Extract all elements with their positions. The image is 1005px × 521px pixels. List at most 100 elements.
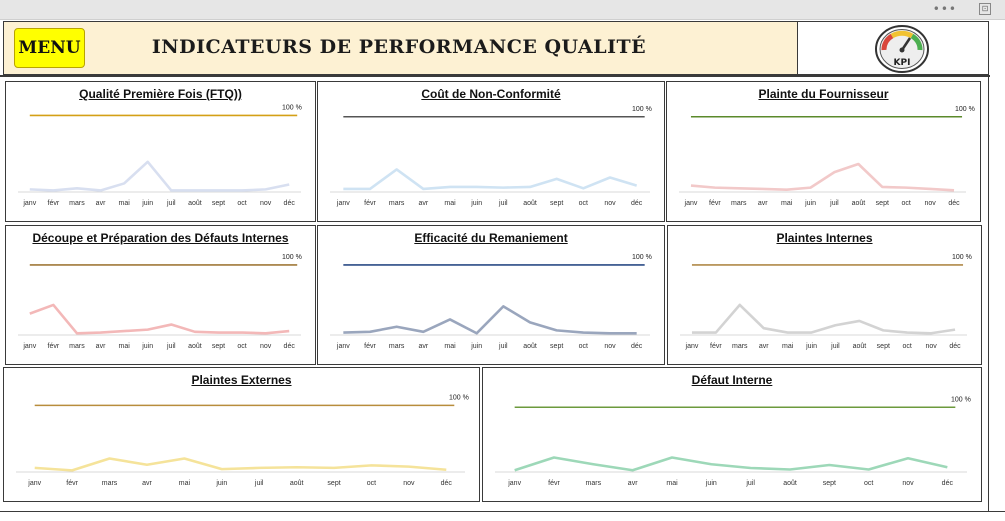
x-tick-label: mars (389, 343, 405, 350)
chart-card-ftq: Qualité Première Fois (FTQ)) 100 % janv fé… (5, 81, 316, 222)
chart-card-decoupe-defauts: Découpe et Préparation des Défauts Inter… (5, 225, 316, 365)
x-tick-label: mai (118, 200, 130, 207)
x-tick-label: janv (685, 343, 699, 350)
x-tick-label: avr (418, 200, 428, 207)
x-tick-label: août (290, 480, 304, 487)
x-tick-label: nov (260, 200, 272, 207)
x-tick-label: juin (470, 343, 482, 350)
chart-card-plaintes-externes: Plaintes Externes 100 % janv févr mars avr ma… (3, 367, 480, 502)
x-tick-label: nov (902, 480, 914, 487)
series-line (691, 303, 956, 335)
x-tick-label: avr (628, 480, 638, 487)
x-tick-label: sept (550, 200, 563, 207)
x-tick-label: mars (389, 200, 405, 207)
x-tick-label: févr (48, 343, 60, 350)
chart-card-defaut-interne: Défaut Interne 100 % janv févr mars avr mai ju… (482, 367, 982, 502)
x-tick-label: nov (604, 343, 616, 350)
x-tick-label: sept (823, 480, 836, 487)
chart-decoupe-defauts: 100 % janv févr mars avr mai juin juil août sept o… (18, 254, 302, 350)
chart-title: Coût de Non-Conformité (421, 87, 561, 101)
series-line (29, 160, 290, 192)
x-tick-label: févr (364, 343, 376, 350)
x-tick-label: févr (364, 200, 376, 207)
x-tick-label: nov (260, 343, 272, 350)
x-tick-label: oct (864, 480, 873, 487)
chart-card-cout-non-conformite: Coût de Non-Conformité 100 % janv févr mars… (317, 81, 665, 222)
series-line (514, 456, 948, 472)
x-tick-label: juil (745, 480, 755, 487)
x-tick-label: juin (804, 200, 816, 207)
window-top-bar: ••• ⊡ (0, 0, 1005, 20)
menu-button[interactable]: MENU (14, 28, 85, 68)
x-tick-label: juin (215, 480, 227, 487)
chart-title: Qualité Première Fois (FTQ)) (79, 87, 242, 101)
x-tick-label: janv (336, 200, 350, 207)
chart-card-plainte-fournisseur: Plainte du Fournisseur 100 % janv févr mars… (666, 81, 981, 222)
series-line (34, 457, 447, 472)
x-tick-label: août (188, 343, 202, 350)
chart-title: Plainte du Fournisseur (758, 87, 889, 101)
bottom-border (0, 511, 1005, 512)
x-tick-label: avr (142, 480, 152, 487)
series-line (29, 303, 290, 335)
x-tick-label: mai (444, 343, 456, 350)
x-tick-label: oct (579, 343, 588, 350)
x-tick-label: sept (876, 200, 889, 207)
x-tick-label: avr (96, 343, 106, 350)
target-label: 100 % (632, 106, 652, 113)
x-tick-label: juin (805, 343, 817, 350)
x-tick-label: nov (403, 480, 415, 487)
x-tick-label: mai (444, 200, 456, 207)
x-tick-label: sept (212, 200, 225, 207)
x-tick-label: juin (470, 200, 482, 207)
x-tick-label: août (523, 200, 537, 207)
pin-icon[interactable]: ⊡ (979, 3, 991, 15)
chart-plainte-fournisseur: 100 % janv févr mars avr mai juin juil août sept o… (679, 106, 975, 207)
series-line (343, 305, 637, 335)
x-tick-label: août (188, 200, 202, 207)
x-tick-label: avr (96, 200, 106, 207)
x-tick-label: nov (924, 200, 936, 207)
x-tick-label: janv (22, 343, 36, 350)
x-tick-label: déc (949, 343, 961, 350)
x-tick-label: déc (284, 200, 296, 207)
x-tick-label: janv (507, 480, 521, 487)
x-tick-label: sept (550, 343, 563, 350)
x-tick-label: avr (759, 343, 769, 350)
chart-cout-non-conformite: 100 % janv févr mars avr mai juin juil août sept o… (330, 106, 652, 207)
x-tick-label: févr (710, 343, 722, 350)
x-tick-label: oct (237, 200, 246, 207)
chart-plaintes-internes: 100 % janv févr mars avr mai juin juil août sept o… (680, 254, 972, 350)
x-tick-label: mai (782, 343, 794, 350)
x-tick-label: sept (877, 343, 890, 350)
x-tick-label: juil (829, 200, 839, 207)
target-label: 100 % (632, 254, 652, 261)
page-title: INDICATEURS DE PERFORMANCE QUALITÉ (151, 36, 647, 58)
x-tick-label: avr (758, 200, 768, 207)
x-tick-label: déc (631, 200, 643, 207)
chart-title: Défaut Interne (691, 373, 773, 387)
x-tick-label: nov (604, 200, 616, 207)
x-tick-label: juil (254, 480, 264, 487)
x-tick-label: janv (22, 200, 36, 207)
x-tick-label: févr (548, 480, 560, 487)
x-tick-label: mars (102, 480, 118, 487)
chart-card-efficacite-remaniement: Efficacité du Remaniement 100 % janv févr m… (317, 225, 665, 365)
chart-title: Efficacité du Remaniement (414, 231, 568, 245)
x-tick-label: déc (284, 343, 296, 350)
target-label: 100 % (282, 254, 302, 261)
x-tick-label: sept (327, 480, 340, 487)
x-tick-label: juin (141, 343, 153, 350)
x-tick-label: déc (631, 343, 643, 350)
chart-efficacite-remaniement: 100 % janv févr mars avr mai juin juil août sept o… (330, 254, 652, 350)
x-tick-label: janv (27, 480, 41, 487)
more-options-icon[interactable]: ••• (932, 2, 957, 16)
chart-title: Plaintes Internes (776, 231, 873, 245)
x-tick-label: févr (66, 480, 78, 487)
chart-defaut-interne: 100 % janv févr mars avr mai juin juil août sept o… (495, 396, 971, 487)
x-tick-label: juil (830, 343, 840, 350)
x-tick-label: mars (731, 200, 747, 207)
x-tick-label: juil (166, 343, 176, 350)
x-tick-label: mai (118, 343, 130, 350)
x-tick-label: oct (367, 480, 376, 487)
